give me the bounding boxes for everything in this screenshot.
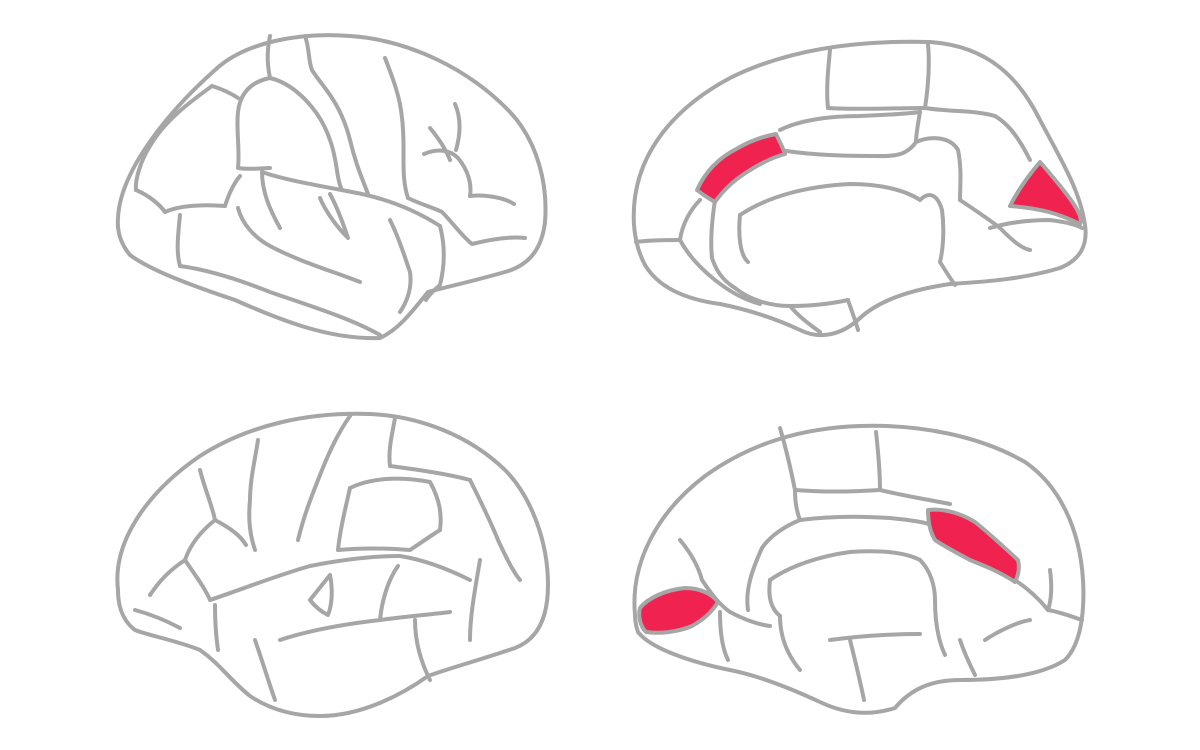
highlighted-cingulate-region bbox=[695, 132, 787, 204]
highlighted-occipital-pole-region bbox=[1008, 160, 1083, 226]
brain-view-right-hemisphere-medial bbox=[631, 39, 1088, 338]
brain-view-right-hemisphere-lateral bbox=[115, 411, 550, 718]
gyral-boundaries bbox=[634, 42, 1084, 334]
gyral-boundaries bbox=[678, 426, 1084, 702]
brain-outline bbox=[632, 423, 1086, 715]
brain-outline bbox=[115, 411, 550, 718]
brain-view-left-hemisphere-medial bbox=[632, 423, 1086, 715]
highlighted-occipital-pole-region bbox=[637, 586, 720, 635]
gyral-boundaries bbox=[133, 414, 522, 702]
gyral-boundaries bbox=[133, 34, 527, 337]
brain-view-left-hemisphere-lateral bbox=[115, 33, 548, 341]
highlighted-cingulate-region bbox=[926, 507, 1021, 584]
